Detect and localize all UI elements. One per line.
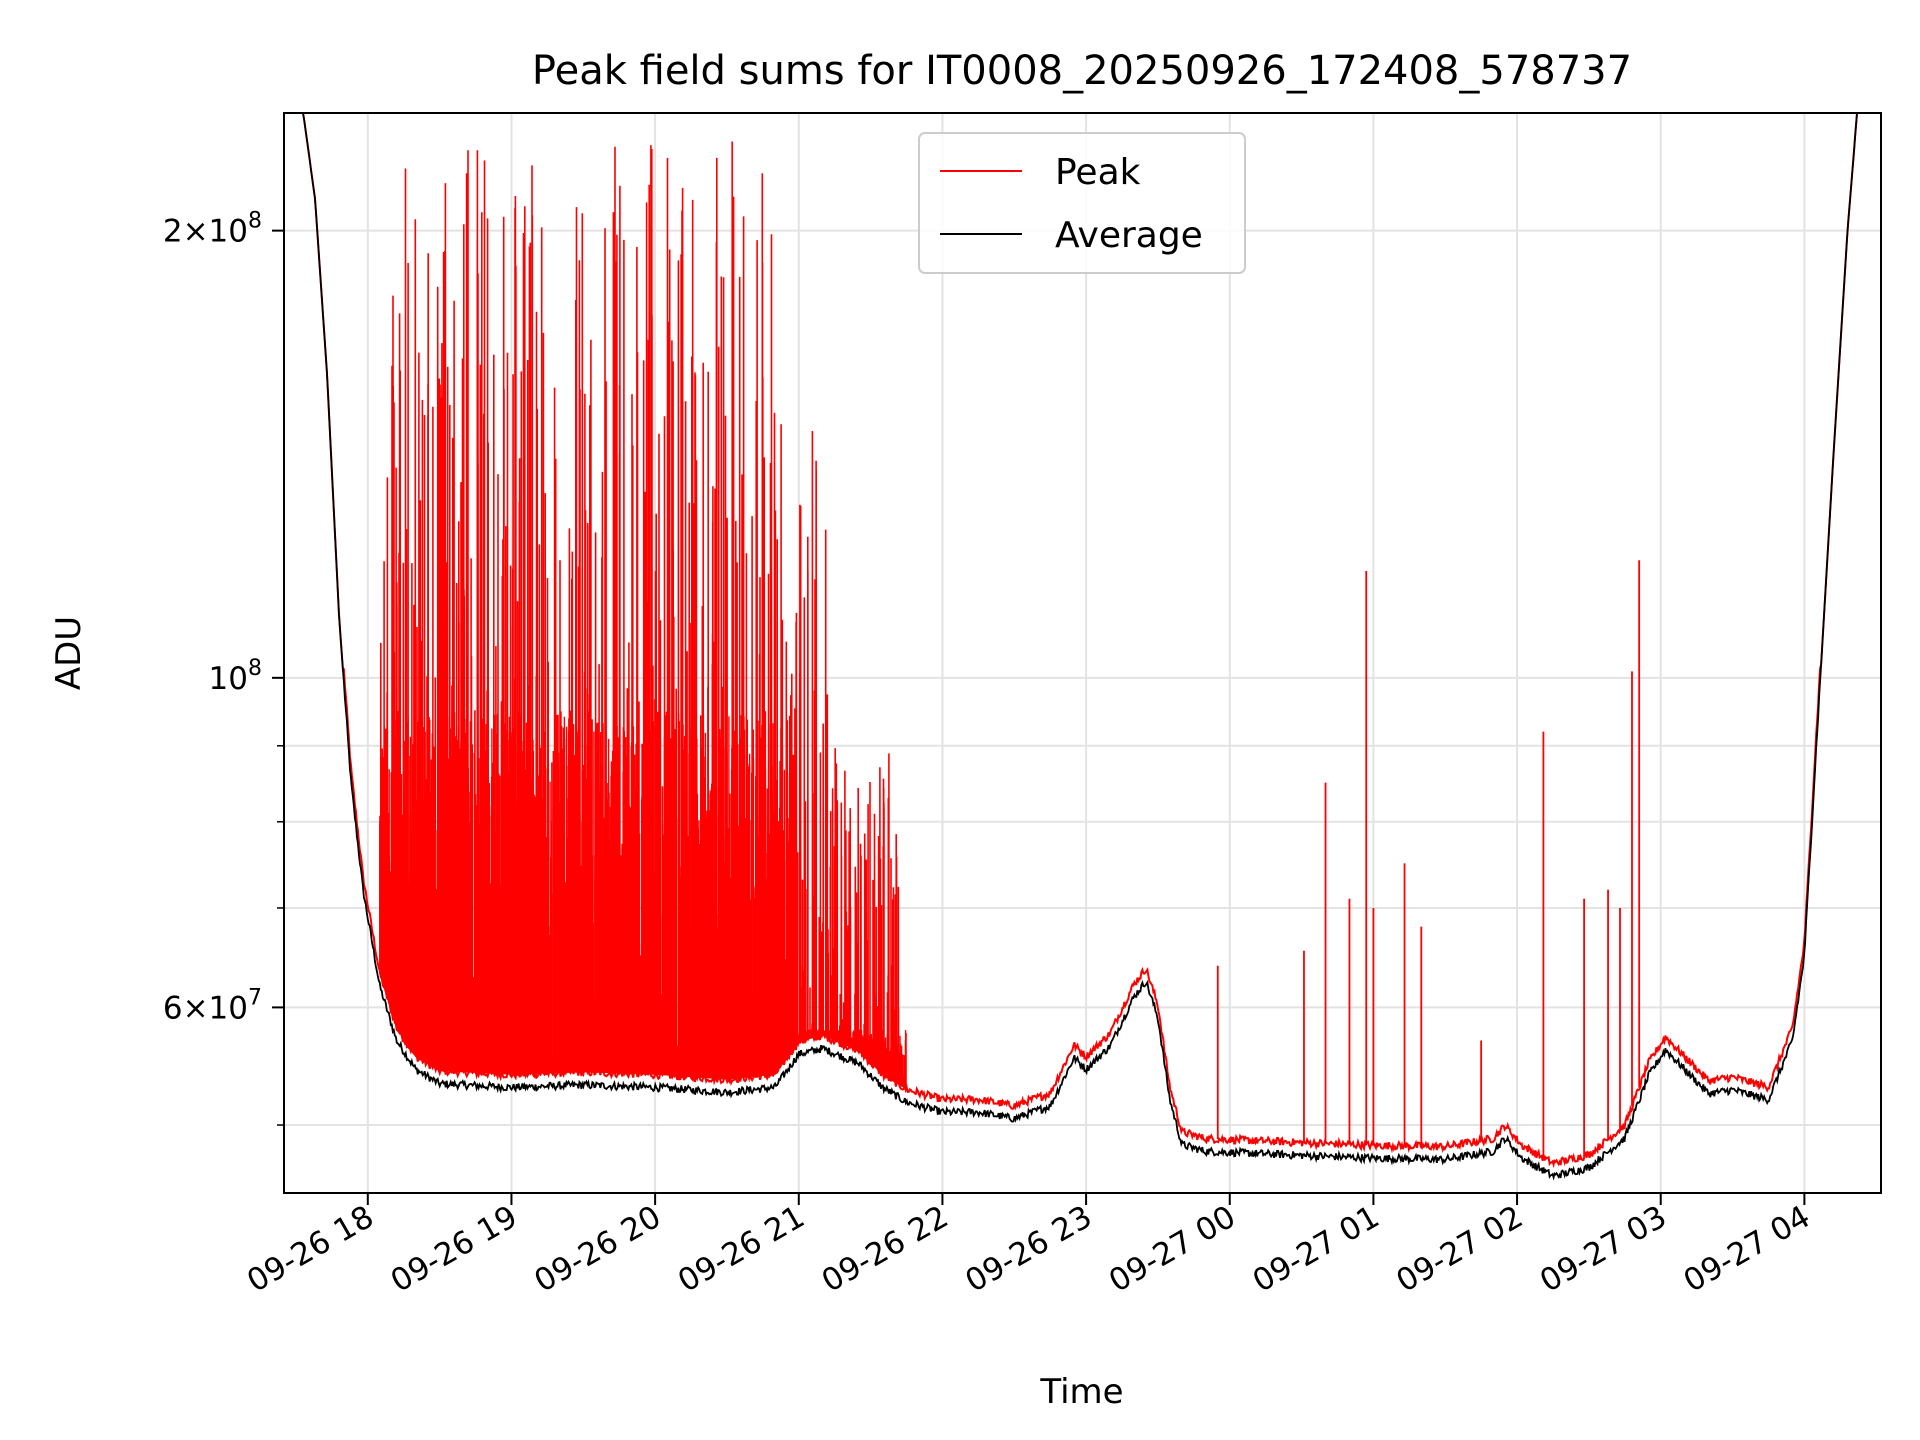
- x-tick-label: 09-27 03: [1534, 1199, 1673, 1300]
- grid: [284, 113, 1881, 1193]
- x-tick-label: 09-27 02: [1390, 1199, 1529, 1300]
- x-tick-label: 09-26 21: [672, 1199, 811, 1300]
- x-axis-label: Time: [1039, 1372, 1123, 1412]
- average-line: [284, 113, 1881, 1181]
- x-tick-label: 09-26 23: [959, 1199, 1098, 1300]
- plot-frame: [283, 112, 1882, 1194]
- y-tick-label: 6×107: [163, 985, 262, 1026]
- y-axis: 2×108 108 6×107: [163, 209, 284, 1126]
- x-tick-label: 09-27 00: [1103, 1199, 1242, 1300]
- x-tick-label: 09-26 18: [241, 1199, 380, 1300]
- plot-area: [284, 113, 1881, 1181]
- y-axis-label: ADU: [49, 616, 89, 690]
- x-tick-label: 09-27 01: [1247, 1199, 1386, 1300]
- y-tick-label: 2×108: [163, 209, 262, 250]
- peak-dense-mass: [379, 710, 907, 1090]
- x-tick-label: 09-27 04: [1678, 1199, 1817, 1300]
- legend-box: [918, 132, 1246, 274]
- y-tick-label: 108: [209, 656, 262, 697]
- x-tick-label: 09-26 19: [385, 1199, 524, 1300]
- chart-title: Peak field sums for IT0008_20250926_1724…: [532, 48, 1632, 94]
- average-series: [284, 113, 1881, 1181]
- x-tick-label: 09-26 22: [816, 1199, 955, 1300]
- legend-average-label: Average: [1055, 215, 1203, 256]
- legend-peak-label: Peak: [1055, 152, 1141, 193]
- legend: Peak Average: [918, 132, 1246, 274]
- x-tick-label: 09-26 20: [528, 1199, 667, 1300]
- x-axis: 09-26 18 09-26 19 09-26 20 09-26 21 09-26 22…: [241, 1193, 1816, 1300]
- peak-series: [284, 113, 1881, 1169]
